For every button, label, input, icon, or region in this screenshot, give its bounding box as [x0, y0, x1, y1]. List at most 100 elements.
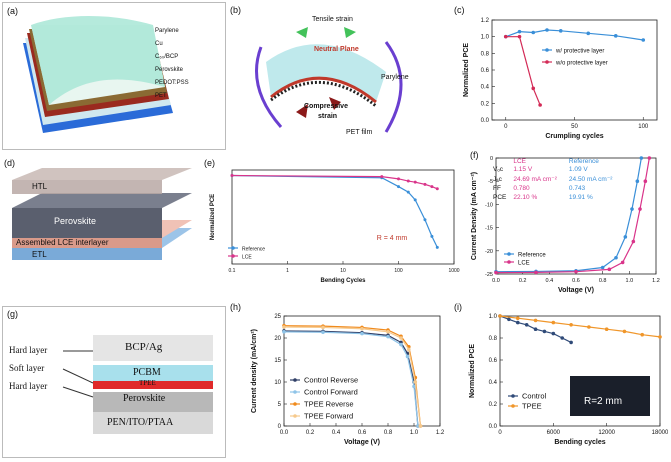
neutral-plane-label: Neutral Plane	[314, 46, 359, 53]
data-point	[534, 270, 538, 275]
data-point	[587, 325, 591, 329]
panel-label: (a)	[7, 6, 18, 16]
layer-label: Parylene	[155, 28, 179, 34]
data-point	[639, 156, 644, 160]
data-point	[430, 234, 434, 238]
data-point	[380, 175, 384, 179]
legend-marker	[231, 254, 235, 258]
y-tick-label: -25	[485, 272, 493, 278]
series-line-0	[283, 330, 419, 427]
layer-label: HTL	[32, 182, 48, 191]
legend-marker	[511, 394, 515, 398]
panel-label: (f)	[470, 150, 479, 160]
y-tick-label: 5	[278, 402, 282, 408]
data-point	[574, 269, 578, 274]
legend-marker	[545, 48, 549, 52]
data-point	[399, 342, 403, 347]
x-tick-label: 0.4	[332, 430, 341, 436]
legend-label: TPEE	[522, 402, 542, 411]
series-line-1	[505, 36, 541, 106]
data-point	[620, 260, 625, 265]
panel-label: (e)	[204, 158, 215, 168]
table-cell: 0.743	[568, 185, 586, 192]
y-tick-label: 1.0	[489, 314, 498, 320]
data-point	[622, 329, 627, 334]
data-point	[604, 327, 609, 331]
layer-label: Cu	[155, 41, 163, 47]
x-tick-label: 50	[571, 124, 578, 130]
data-point	[630, 207, 634, 211]
legend-marker	[507, 252, 511, 256]
x-tick-label: 10	[340, 268, 346, 274]
data-point	[647, 156, 652, 160]
chart-c-svg: 0 50 100 0.0 0.2 0.4 0.6 0.8 1.0 1.2 Crumpling cyc…	[463, 18, 658, 140]
y-tick-label: -15	[485, 226, 493, 232]
performance-table: LCE Reference Vₒc 1.15 V 1.09 V Jₛc 24.6…	[492, 158, 618, 202]
data-point	[406, 179, 410, 183]
layer-label: Assembled LCE interlayer	[16, 238, 109, 247]
y-tick-label: 0.6	[489, 358, 498, 364]
chart-f: (f) 0.0 0.2 0.4 0.6 0.8 1.0 1.2 0 -5 -10 -15 -20 -25…	[468, 150, 668, 300]
data-point	[524, 323, 529, 327]
chart-e-svg: 0.1 1 10 100 1000 Bending Cycles Normalized PC…	[210, 169, 460, 284]
data-point	[517, 34, 522, 39]
y-axis-label: Current Density (mA cm⁻²)	[471, 172, 478, 260]
data-point	[386, 330, 390, 334]
layer-label: PET	[155, 93, 167, 99]
y-tick-label: 20	[274, 336, 281, 342]
chart-h-svg: 0.0 0.2 0.4 0.6 0.8 1.0 1.2 0 5 10 15 20 25 Voltage (…	[251, 314, 445, 446]
y-tick-label: 0	[278, 424, 282, 430]
data-point	[282, 330, 286, 334]
data-point	[545, 28, 549, 32]
table-cell: 1.15 V	[513, 166, 533, 173]
series-line-1	[499, 315, 661, 338]
table-cell: Jₛc	[493, 176, 502, 183]
data-point	[435, 187, 439, 191]
legend-label: LCE	[518, 261, 530, 267]
data-point	[413, 380, 418, 384]
data-point	[614, 255, 618, 260]
data-point	[413, 180, 417, 184]
table-cell: 24.69 mA cm⁻²	[513, 176, 557, 183]
legend-label: w/o protective layer	[555, 61, 608, 67]
table-header-cell: Reference	[568, 158, 599, 165]
table-cell: 1.09 V	[568, 166, 588, 173]
table-cell: Vₒc	[493, 166, 504, 173]
x-tick-label: 6000	[547, 430, 561, 436]
legend-marker	[293, 402, 297, 406]
y-tick-label: 0.4	[481, 85, 490, 91]
plot-frame	[231, 169, 455, 265]
data-point	[418, 424, 423, 428]
table-cell: 22.10 %	[513, 194, 538, 201]
y-tick-label: 25	[274, 314, 281, 320]
legend-label: w/ protective layer	[555, 49, 604, 55]
y-tick-label: -10	[485, 202, 493, 208]
x-axis-label: Bending Cycles	[320, 278, 366, 284]
y-tick-label: 0.8	[481, 51, 490, 57]
x-tick-label: 100	[638, 124, 649, 130]
layer-label: PEDOT:PSS	[155, 80, 189, 86]
data-point	[569, 340, 573, 345]
series-line-3	[283, 326, 422, 427]
panel-label: (g)	[7, 309, 18, 319]
parylene-label: Parylene	[381, 74, 409, 81]
y-tick-label: 0.4	[489, 380, 498, 386]
data-point	[517, 29, 522, 34]
panel-label: (d)	[4, 158, 15, 168]
x-axis-label: Crumpling cycles	[545, 133, 603, 140]
tensile-label: Tensile strain	[312, 16, 353, 23]
panel-label: (i)	[454, 302, 462, 312]
data-point	[641, 38, 646, 42]
x-tick-label: 0	[504, 124, 508, 130]
legend-marker	[293, 378, 297, 382]
panel-d: (d) HTL Perovskite Assembled LCE interla…	[2, 158, 198, 288]
chart-i-svg: 0 6000 12000 18000 0.0 0.2 0.4 0.6 0.8 1.0 Bending…	[469, 314, 669, 446]
data-point	[515, 316, 520, 320]
data-point	[397, 177, 400, 181]
x-tick-label: 0.8	[384, 430, 393, 436]
chart-i: (i) 0 6000 12000 18000 0.0 0.2 0.4 0.6 0.8 1.0 Ben…	[452, 300, 669, 456]
chart-h: (h) 0.0 0.2 0.4 0.6 0.8 1.0 1.2 0 5 10 15 20 25 Volta…	[228, 300, 450, 456]
stack-layer: Perovskite	[123, 393, 166, 404]
data-point	[658, 335, 662, 339]
legend-label: Control	[522, 392, 547, 401]
